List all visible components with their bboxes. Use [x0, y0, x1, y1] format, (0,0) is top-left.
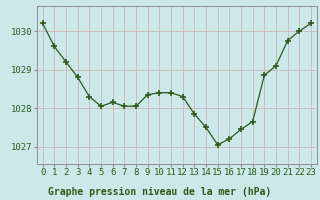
Text: Graphe pression niveau de la mer (hPa): Graphe pression niveau de la mer (hPa) — [48, 187, 272, 197]
